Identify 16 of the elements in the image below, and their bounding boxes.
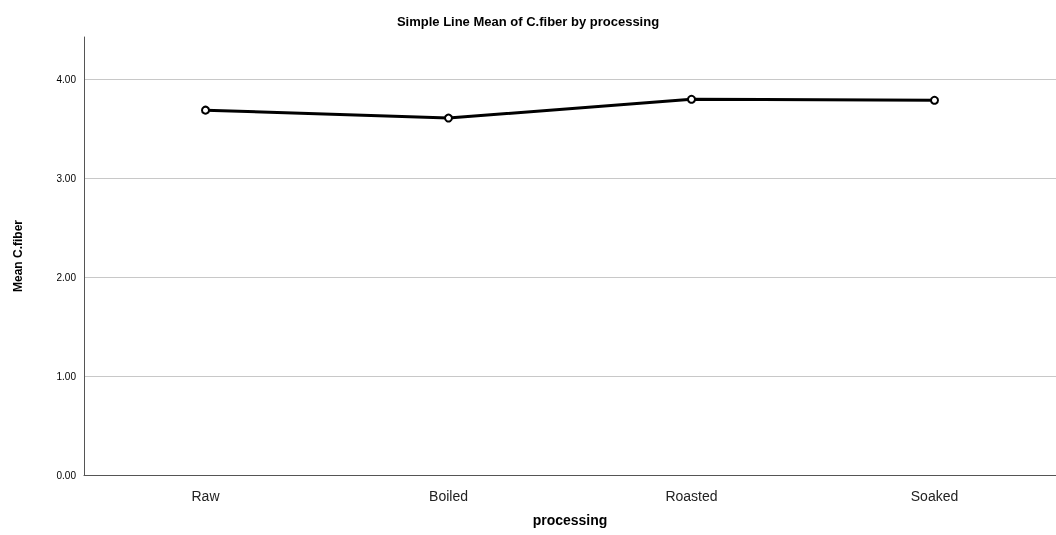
- y-tick-label: 3.00: [56, 172, 77, 184]
- point: [930, 95, 939, 105]
- x-tick-label: Soaked: [910, 488, 959, 504]
- x-tick-label: Boiled: [429, 488, 468, 504]
- point: [444, 113, 453, 123]
- point: [687, 94, 696, 104]
- x-axis-title: processing: [532, 512, 608, 528]
- y-tick-label: 2.00: [56, 271, 77, 283]
- y-tick-label: 0.00: [56, 469, 77, 481]
- y-tick-label: 4.00: [56, 74, 77, 86]
- chart-title: Simple Line Mean of C.fiber by processing: [396, 14, 660, 29]
- point: [201, 105, 210, 115]
- y-axis-title: Mean C.fiber: [11, 219, 25, 293]
- x-tick-label: Roasted: [665, 488, 718, 504]
- x-tick-label: Raw: [191, 488, 221, 504]
- y-tick-label: 1.00: [56, 370, 77, 382]
